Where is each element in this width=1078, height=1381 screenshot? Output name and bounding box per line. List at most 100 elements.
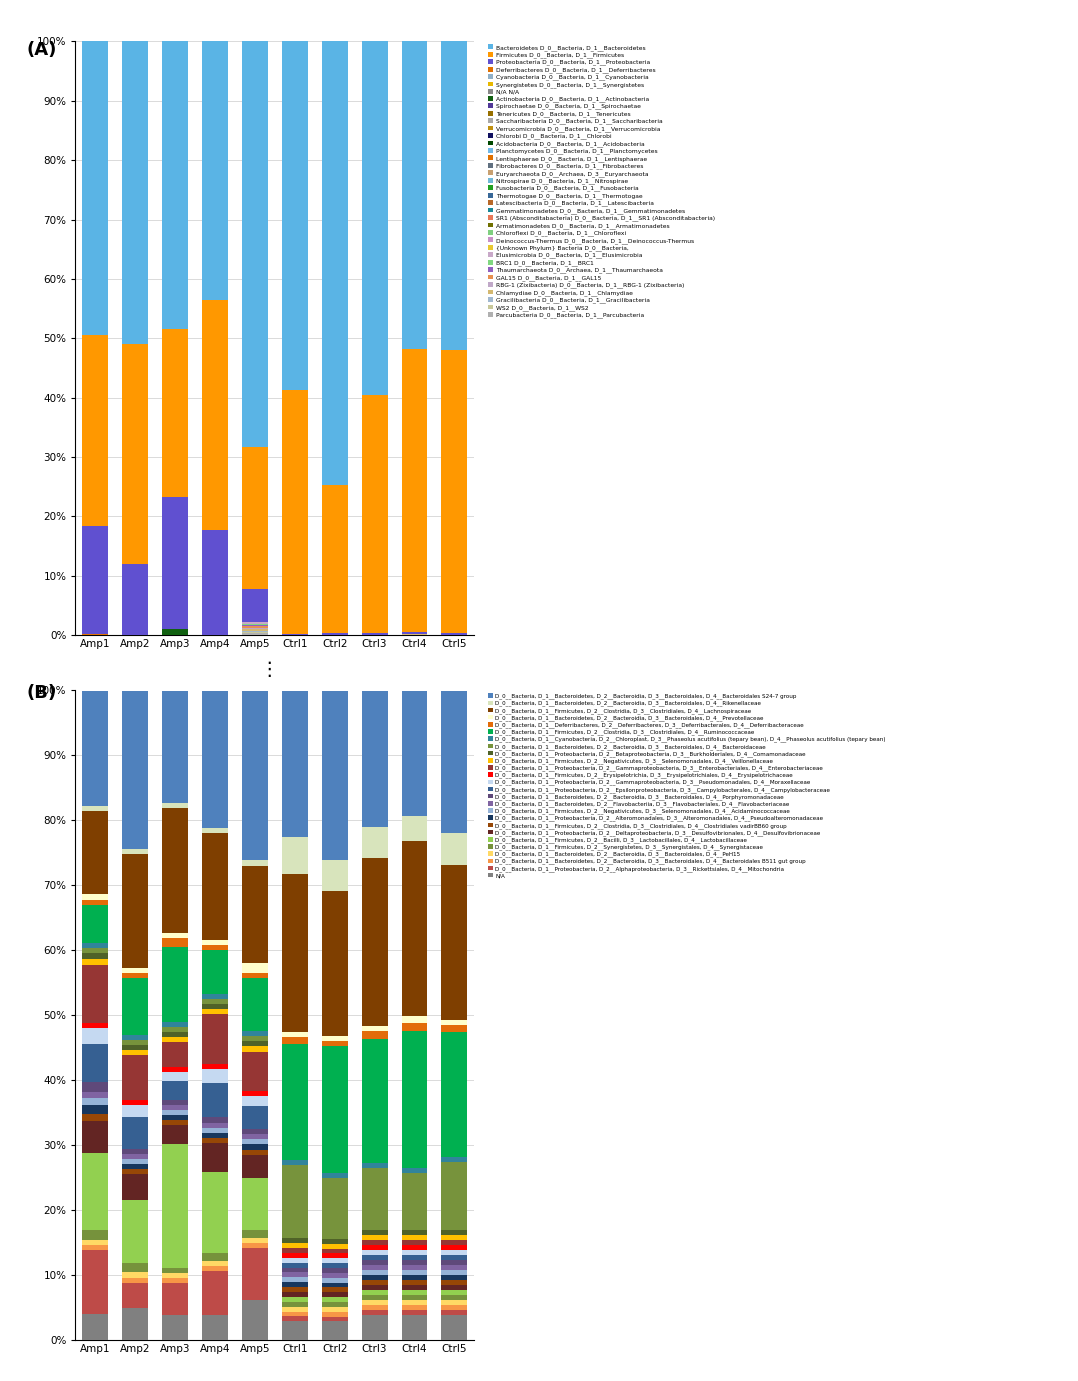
Bar (361, 1275, 388, 1280)
Bar (202, 1143, 229, 1171)
Bar (202, 1134, 229, 1138)
Bar (82, 1240, 109, 1244)
Bar (281, 1160, 308, 1166)
Bar (241, 447, 268, 588)
Bar (361, 1259, 388, 1265)
Bar (281, 1166, 308, 1239)
Bar (401, 1305, 428, 1309)
Bar (202, 940, 229, 945)
Bar (281, 1044, 308, 1160)
Bar (202, 1261, 229, 1265)
Bar (401, 1030, 428, 1168)
Bar (202, 690, 229, 829)
Bar (82, 1098, 109, 1105)
Bar (281, 1282, 308, 1287)
Bar (122, 1170, 149, 1174)
Bar (241, 1145, 268, 1149)
Bar (321, 1293, 348, 1297)
Bar (321, 485, 348, 634)
Bar (122, 1272, 149, 1277)
Bar (441, 1315, 468, 1340)
Bar (162, 497, 189, 630)
Bar (241, 860, 268, 866)
Bar (241, 1149, 268, 1155)
Bar (82, 1114, 109, 1121)
Bar (441, 690, 468, 834)
Bar (202, 1128, 229, 1134)
Bar (82, 41, 109, 336)
Bar (441, 1290, 468, 1295)
Bar (241, 1178, 268, 1230)
Bar (361, 634, 388, 635)
Bar (401, 1168, 428, 1174)
Bar (122, 1164, 149, 1170)
Bar (321, 891, 348, 1036)
Bar (202, 1117, 229, 1123)
Bar (321, 1268, 348, 1273)
Bar (122, 41, 149, 344)
Bar (401, 1244, 428, 1250)
Bar (321, 41, 348, 485)
Bar (82, 1244, 109, 1250)
Bar (281, 1287, 308, 1293)
Bar (122, 1034, 149, 1040)
Bar (162, 1081, 189, 1099)
Bar (82, 1083, 109, 1092)
Bar (82, 943, 109, 949)
Bar (202, 1315, 229, 1340)
Bar (361, 859, 388, 1026)
Bar (281, 1277, 308, 1282)
Bar (361, 1255, 388, 1259)
Bar (281, 1306, 308, 1312)
Bar (441, 351, 468, 634)
Bar (441, 1240, 468, 1246)
Bar (401, 1254, 428, 1259)
Bar (281, 1272, 308, 1277)
Bar (241, 1030, 268, 1036)
Bar (202, 530, 229, 635)
Bar (321, 1322, 348, 1340)
Bar (281, 1253, 308, 1258)
Bar (281, 1316, 308, 1322)
Bar (82, 807, 109, 811)
Bar (122, 1040, 149, 1045)
Bar (441, 1246, 468, 1250)
Bar (202, 1171, 229, 1253)
Bar (162, 1283, 189, 1315)
Bar (202, 1004, 229, 1008)
Bar (241, 1139, 268, 1145)
Bar (441, 1280, 468, 1284)
Bar (241, 866, 268, 964)
Bar (401, 1240, 428, 1244)
Bar (441, 1161, 468, 1230)
Bar (401, 41, 428, 348)
Bar (82, 949, 109, 953)
Bar (281, 690, 308, 837)
Bar (241, 1155, 268, 1178)
Bar (122, 1050, 149, 1055)
Bar (401, 1265, 428, 1269)
Bar (82, 905, 109, 943)
Text: ⋮: ⋮ (260, 660, 279, 679)
Bar (202, 1014, 229, 1063)
Bar (361, 41, 388, 395)
Bar (401, 1015, 428, 1023)
Bar (441, 834, 468, 865)
Bar (162, 1120, 189, 1126)
Bar (441, 1275, 468, 1280)
Bar (441, 1295, 468, 1300)
Bar (162, 1268, 189, 1273)
Bar (321, 1312, 348, 1316)
Bar (321, 1277, 348, 1283)
Bar (202, 1253, 229, 1261)
Bar (281, 389, 308, 634)
Bar (241, 588, 268, 623)
Bar (441, 1230, 468, 1235)
Bar (401, 1235, 428, 1240)
Bar (401, 1023, 428, 1030)
Bar (122, 1308, 149, 1340)
Bar (361, 395, 388, 634)
Bar (82, 953, 109, 958)
Bar (321, 1264, 348, 1268)
Bar (162, 1037, 189, 1041)
